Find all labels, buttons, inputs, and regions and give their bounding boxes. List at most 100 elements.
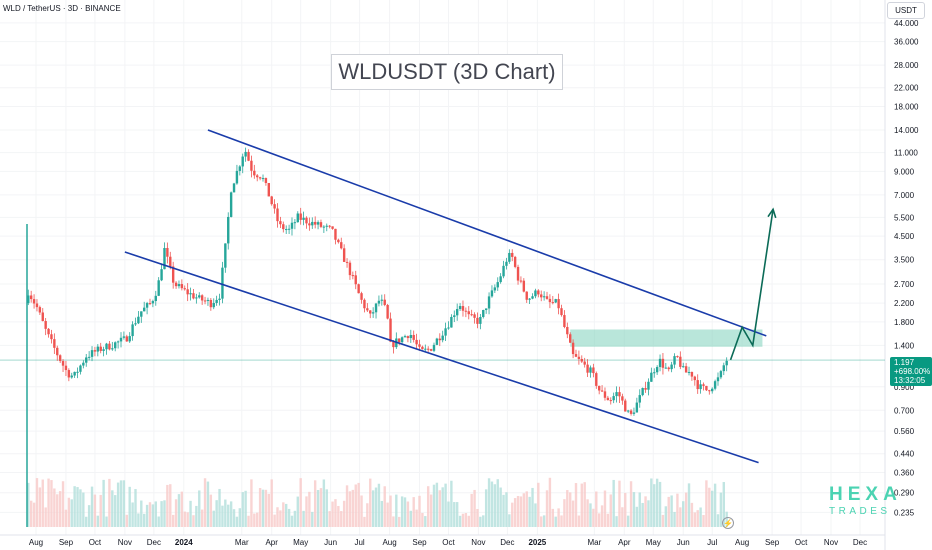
candle-body	[293, 222, 297, 224]
volume-bar	[142, 513, 146, 527]
candle-body	[27, 295, 30, 304]
volume-bar	[331, 501, 334, 527]
candle-body	[351, 275, 355, 277]
volume-bar	[398, 516, 401, 527]
time-tick-label: Jul	[707, 538, 717, 547]
volume-bar	[87, 505, 91, 527]
volume-bar	[624, 492, 627, 527]
candle-body	[528, 298, 531, 300]
time-tick-label: Aug	[382, 538, 396, 547]
volume-bar	[357, 482, 360, 527]
volume-bar	[557, 508, 560, 527]
candle-body	[725, 360, 728, 366]
candle-body	[322, 226, 326, 228]
candle-body	[548, 298, 552, 303]
candle-body	[409, 334, 413, 339]
volume-bar	[435, 482, 439, 527]
candle-body	[444, 328, 447, 336]
volume-bar	[554, 516, 557, 527]
candle-body	[490, 290, 494, 297]
candle-body	[702, 384, 705, 386]
candle-body	[192, 293, 195, 299]
candle-body	[313, 221, 317, 225]
candle-body	[386, 304, 389, 319]
volume-bar	[597, 513, 601, 527]
volume-bar	[313, 480, 317, 527]
volume-bar	[224, 499, 227, 527]
candle-body	[157, 280, 160, 296]
candle-body	[363, 299, 366, 309]
time-tick-label: Nov	[471, 538, 485, 547]
candle-body	[131, 324, 134, 337]
candle-body	[673, 356, 676, 365]
volume-bar	[90, 486, 94, 527]
candle-body	[551, 302, 555, 304]
candle-body	[267, 182, 271, 197]
price-tick-label: 0.900	[894, 383, 915, 392]
candle-body	[615, 392, 618, 397]
candle-body	[87, 356, 91, 358]
candle-body	[111, 348, 114, 350]
volume-bar	[682, 501, 685, 527]
volume-bar	[369, 478, 372, 527]
volume-bar	[256, 512, 259, 527]
candle-body	[273, 204, 276, 209]
time-tick-label: Apr	[618, 538, 631, 547]
volume-bar	[354, 484, 357, 527]
volume-bar	[340, 511, 343, 527]
volume-bar	[116, 482, 120, 527]
currency-button[interactable]: USDT	[887, 2, 925, 19]
candle-body	[655, 367, 659, 373]
candle-body	[299, 213, 302, 220]
candle-body	[377, 300, 381, 304]
price-tick-label: 1.400	[894, 341, 915, 350]
volume-bar	[345, 485, 349, 527]
candle-body	[635, 402, 639, 413]
volume-bar	[496, 479, 499, 527]
candle-body	[644, 388, 647, 390]
volume-bar	[53, 488, 56, 527]
candle-body	[690, 371, 694, 377]
volume-bar	[551, 508, 555, 527]
volume-bar	[198, 490, 201, 527]
candle-body	[296, 213, 299, 223]
candle-body	[290, 222, 294, 229]
volume-bar	[287, 508, 291, 527]
last-price: 1.197	[894, 358, 915, 367]
volume-bar	[93, 494, 97, 527]
volume-bar	[99, 494, 102, 527]
channel-lower-line	[124, 251, 759, 464]
volume-bar	[200, 509, 204, 527]
candle-body	[603, 391, 607, 398]
volume-bar	[180, 491, 184, 527]
candle-body	[432, 344, 436, 351]
candle-body	[215, 299, 218, 303]
candle-body	[340, 242, 343, 249]
candle-body	[174, 282, 178, 287]
candle-body	[595, 373, 598, 386]
candle-body	[308, 223, 311, 226]
volume-bar	[218, 488, 221, 527]
candle-body	[319, 222, 323, 227]
volume-bar	[650, 478, 653, 527]
candle-body	[35, 303, 39, 308]
candle-body	[148, 303, 152, 305]
volume-bar	[282, 502, 285, 527]
volume-bar	[429, 494, 433, 527]
candle-body	[412, 334, 415, 340]
watermark-hexa: HEXA	[829, 484, 902, 505]
volume-bar	[27, 482, 30, 527]
candle-body	[279, 221, 282, 225]
candle-body	[145, 303, 149, 308]
candle-body	[560, 308, 563, 316]
volume-bar	[392, 516, 395, 527]
volume-bar	[542, 515, 546, 527]
lightning-bolt-icon[interactable]: ⚡	[722, 517, 734, 529]
candle-body	[369, 310, 372, 314]
volume-bar	[487, 478, 491, 527]
volume-bar	[102, 479, 105, 527]
volume-bar	[163, 500, 166, 527]
volume-bar	[563, 499, 566, 527]
volume-bar	[696, 510, 699, 527]
candle-body	[540, 294, 543, 298]
